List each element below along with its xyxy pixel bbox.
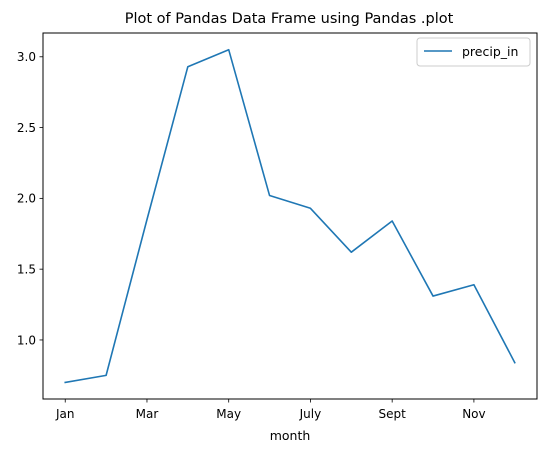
- x-axis-label: month: [270, 428, 311, 443]
- x-tick-label: Jan: [55, 407, 75, 421]
- x-tick-label: May: [216, 407, 241, 421]
- legend: precip_in: [416, 37, 531, 67]
- x-tick-label: Sept: [379, 407, 407, 421]
- y-tick-label: 3.0: [17, 50, 36, 64]
- y-axis: 1.0 1.5 2.0 2.5 3.0: [17, 50, 43, 347]
- x-tick-label: Mar: [136, 407, 159, 421]
- y-tick-label: 2.0: [17, 192, 36, 206]
- chart-title: Plot of Pandas Data Frame using Pandas .…: [125, 11, 454, 27]
- y-tick-label: 1.5: [17, 262, 36, 276]
- x-tick-label: Nov: [462, 407, 485, 421]
- legend-label: precip_in: [462, 44, 518, 59]
- y-tick-label: 1.0: [17, 333, 36, 347]
- legend-box: [416, 37, 531, 67]
- plot-area: [42, 32, 538, 400]
- series-layer: [64, 48, 516, 384]
- series-line-precip_in: [64, 48, 516, 384]
- x-tick-label: July: [299, 407, 322, 421]
- x-axis: Jan Mar May July Sept Nov: [55, 399, 486, 421]
- plot-frame: [42, 32, 538, 400]
- y-tick-label: 2.5: [17, 121, 36, 135]
